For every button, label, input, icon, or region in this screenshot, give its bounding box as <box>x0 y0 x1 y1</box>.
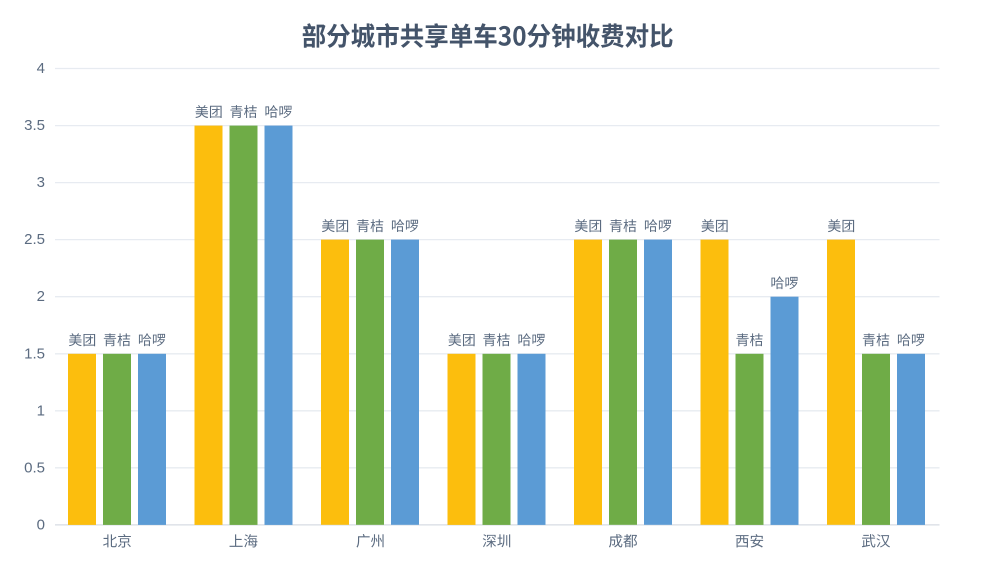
svg-text:2: 2 <box>37 288 45 305</box>
svg-text:2.5: 2.5 <box>24 231 45 248</box>
svg-text:1.5: 1.5 <box>24 345 45 362</box>
svg-text:3.5: 3.5 <box>24 117 45 134</box>
svg-text:4: 4 <box>37 60 45 77</box>
svg-text:0: 0 <box>37 516 45 533</box>
svg-text:3: 3 <box>37 174 45 191</box>
svg-text:0.5: 0.5 <box>24 459 45 476</box>
svg-text:1: 1 <box>37 402 45 419</box>
